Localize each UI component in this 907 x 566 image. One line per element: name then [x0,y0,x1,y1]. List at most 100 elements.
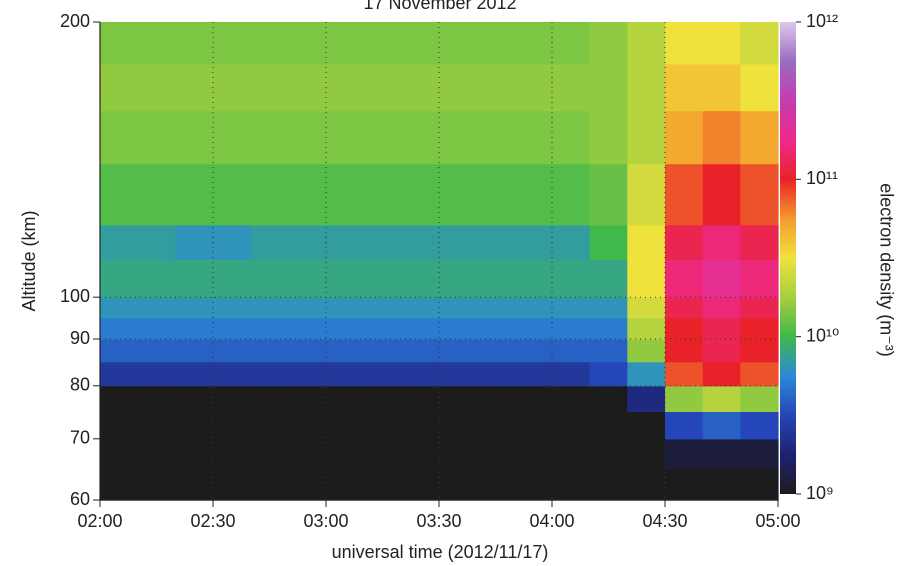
heatmap-cell [100,259,139,298]
heatmap-cell [250,259,289,298]
heatmap-cell [326,385,365,413]
heatmap-cell [665,468,704,501]
heatmap-cell [439,411,478,440]
heatmap-cell [288,468,327,501]
heatmap-cell [326,110,365,165]
heatmap-cell [363,385,402,413]
heatmap-cell [213,110,252,165]
heatmap-cell [514,385,553,413]
heatmap-cell [740,438,779,469]
heatmap-cell [439,110,478,165]
heatmap-cell [175,438,214,469]
heatmap-cell [100,361,139,387]
heatmap-cell [213,297,252,319]
colorbar-tick-label: 10¹² [806,11,838,31]
heatmap-cell [439,438,478,469]
heatmap-cell [213,224,252,260]
heatmap-cell [175,163,214,226]
heatmap-cell [589,385,628,413]
heatmap-cell [213,317,252,340]
heatmap-cell [514,297,553,319]
heatmap-cell [288,22,327,65]
heatmap-cell [514,361,553,387]
x-tick-label: 04:00 [529,511,574,531]
heatmap-cell [627,22,666,65]
heatmap-cell [740,411,779,440]
heatmap-cell [589,163,628,226]
heatmap-cell [363,297,402,319]
heatmap-cell [740,63,779,112]
heatmap-cell [740,317,779,340]
heatmap-cell [363,110,402,165]
heatmap-cell [137,22,176,65]
heatmap-cell [175,297,214,319]
heatmap-cell [627,317,666,340]
heatmap-cell [100,317,139,340]
heatmap-cell [439,63,478,112]
heatmap-cell [702,63,741,112]
heatmap-cell [702,163,741,226]
heatmap-cell [552,468,591,501]
heatmap-cell [702,259,741,298]
heatmap-cell [665,438,704,469]
heatmap-cell [627,385,666,413]
heatmap-cell [552,224,591,260]
heatmap-cell [514,163,553,226]
heatmap-cell [250,411,289,440]
heatmap-cell [740,361,779,387]
heatmap-cell [702,438,741,469]
heatmap-cell [401,361,440,387]
heatmap-cell [552,317,591,340]
heatmap-cell [476,339,515,363]
heatmap-cell [250,63,289,112]
heatmap-cell [740,297,779,319]
heatmap-cell [288,163,327,226]
heatmap-cell [250,468,289,501]
heatmap-cell [476,110,515,165]
heatmap-cell [401,438,440,469]
heatmap-cell [665,361,704,387]
colorbar-tick-label: 10¹¹ [806,168,838,188]
heatmap-cell [213,438,252,469]
heatmap-cell [702,317,741,340]
heatmap-cell [627,468,666,501]
heatmap-cell [137,438,176,469]
heatmap-cell [514,259,553,298]
heatmap-cell [363,259,402,298]
heatmap-cell [740,224,779,260]
heatmap-cell [401,385,440,413]
heatmap-cell [326,163,365,226]
heatmap-cell [250,22,289,65]
x-tick-label: 03:00 [303,511,348,531]
heatmap-cell [552,259,591,298]
heatmap-cell [100,224,139,260]
heatmap-cell [137,411,176,440]
heatmap-cell [514,438,553,469]
heatmap-cell [137,468,176,501]
heatmap-cell [476,297,515,319]
heatmap-cell [401,259,440,298]
heatmap-cell [401,163,440,226]
heatmap-cell [439,259,478,298]
heatmap-cell [326,361,365,387]
heatmap-cell [100,339,139,363]
heatmap-cell [288,63,327,112]
heatmap-cell [213,411,252,440]
heatmap-cell [740,259,779,298]
heatmap-cell [175,317,214,340]
x-tick-label: 02:00 [77,511,122,531]
heatmap-cell [137,317,176,340]
heatmap-cell [137,339,176,363]
heatmap-cell [627,411,666,440]
heatmap-cell [514,224,553,260]
heatmap-cell [250,297,289,319]
heatmap-cell [137,63,176,112]
heatmap-cell [213,468,252,501]
heatmap-cell [552,297,591,319]
heatmap-cell [665,224,704,260]
heatmap-cell [250,317,289,340]
heatmap-cell [552,411,591,440]
heatmap-cell [552,339,591,363]
x-tick-label: 04:30 [642,511,687,531]
